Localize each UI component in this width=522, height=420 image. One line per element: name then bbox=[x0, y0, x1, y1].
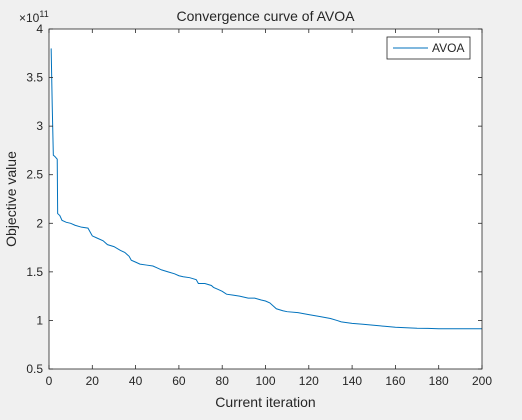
y-tick-label: 1 bbox=[36, 313, 43, 327]
x-tick-label: 80 bbox=[216, 374, 230, 388]
x-tick-label: 120 bbox=[299, 374, 319, 388]
plot-area bbox=[49, 29, 482, 369]
legend[interactable]: AVOA bbox=[386, 36, 471, 60]
y-tick-label: 2.5 bbox=[26, 168, 43, 182]
ticks-layer: 0 20 40 60 80 100 120 140 160 180 200 0.5 1 1.5 2 2.5 3 3… bbox=[26, 22, 492, 388]
y-tick-label: 2 bbox=[36, 216, 43, 230]
y-tick-label: 3 bbox=[36, 119, 43, 133]
x-tick-label: 20 bbox=[86, 374, 100, 388]
y-tick-label: 4 bbox=[36, 22, 43, 36]
x-tick-label: 100 bbox=[255, 374, 275, 388]
x-tick-label: 40 bbox=[129, 374, 143, 388]
legend-box bbox=[386, 36, 471, 60]
series-line-avoa bbox=[50, 48, 482, 330]
y-exponent-power: 11 bbox=[39, 9, 48, 19]
x-tick-label: 180 bbox=[429, 374, 449, 388]
x-tick-label: 0 bbox=[46, 374, 53, 388]
y-exponent-label: ×1011 bbox=[19, 9, 49, 25]
y-axis-label: Objective value bbox=[3, 151, 19, 247]
y-tick-label: 1.5 bbox=[26, 265, 43, 279]
chart-title: Convergence curve of AVOA bbox=[177, 8, 356, 24]
x-tick-label: 200 bbox=[472, 374, 492, 388]
x-tick-label: 140 bbox=[342, 374, 362, 388]
legend-label-avoa: AVOA bbox=[432, 41, 464, 55]
x-tick-label: 60 bbox=[172, 374, 186, 388]
x-axis-label: Current iteration bbox=[215, 394, 315, 410]
x-tick-label: 160 bbox=[385, 374, 405, 388]
y-tick-label: 3.5 bbox=[26, 71, 43, 85]
series-layer bbox=[50, 48, 482, 330]
y-tick-label: 0.5 bbox=[26, 362, 43, 376]
